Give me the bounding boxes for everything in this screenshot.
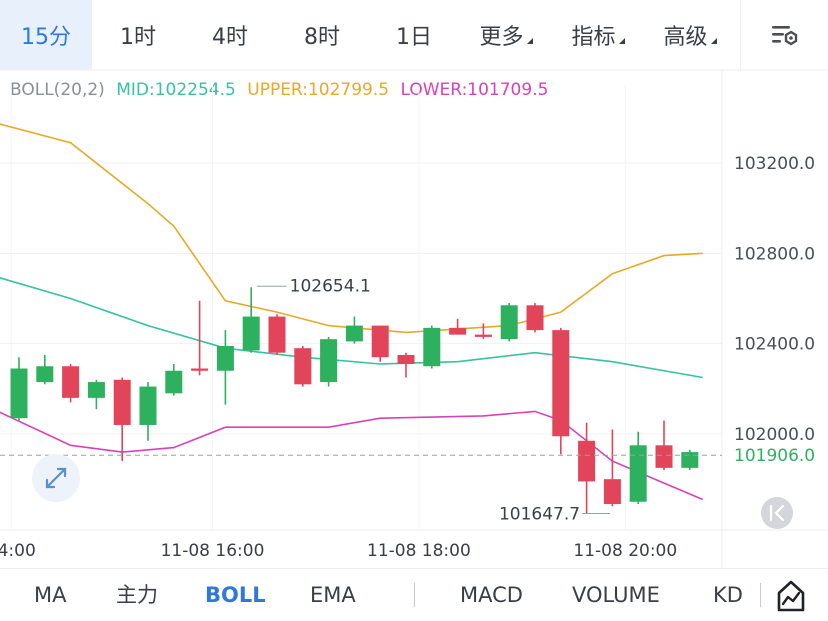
tab-divider: [414, 583, 415, 607]
tab-volume[interactable]: VOLUME: [572, 583, 660, 607]
current-price-tag-bg: [724, 442, 828, 469]
price-tick-label: 102400.0: [734, 335, 815, 355]
candle-body: [655, 445, 673, 468]
tab-kd[interactable]: KD: [713, 583, 743, 607]
candle-body: [113, 379, 131, 425]
candle-body: [216, 345, 234, 371]
legend-mid: MID:102254.5: [116, 80, 236, 100]
tab-ma[interactable]: MA: [34, 583, 67, 607]
tab-label: 15分: [21, 25, 71, 50]
interval-toolbar: 15分 1时 4时 8时 1日 更多 指标 高级: [0, 0, 828, 70]
candle-body: [345, 325, 363, 342]
tab-indicators[interactable]: 指标: [552, 0, 644, 70]
candle-body: [242, 316, 260, 351]
chevron-left-bar-icon: [769, 504, 785, 522]
candle-body: [474, 334, 492, 337]
tab-1h[interactable]: 1时: [92, 0, 184, 70]
dropdown-corner-icon: [710, 38, 717, 44]
candle-body: [320, 339, 338, 383]
price-chart[interactable]: 103200.0 102800.0 102400.0 102000.0 14:00 11…: [0, 0, 828, 568]
price-axis: 103200.0 102800.0 102400.0 102000.0: [734, 154, 815, 445]
boll-bands: [0, 123, 704, 501]
candle-body: [10, 368, 28, 419]
tab-4h[interactable]: 4时: [184, 0, 276, 70]
candle-body: [603, 479, 621, 505]
annotations: 101906.0 102654.1 101647.7: [0, 276, 828, 525]
candle-body: [87, 382, 105, 398]
tab-more[interactable]: 更多: [460, 0, 552, 70]
legend-lower: LOWER:101709.5: [400, 80, 549, 100]
scroll-to-latest-button[interactable]: [761, 497, 793, 529]
dropdown-corner-icon: [618, 38, 625, 44]
fullscreen-button[interactable]: [32, 454, 80, 502]
chart-settings-button[interactable]: [740, 0, 828, 70]
candle-body: [294, 348, 312, 385]
time-axis: 14:00 11-08 16:00 11-08 18:00 11-08 20:00: [0, 541, 677, 561]
indicator-legend: BOLL(20,2) MID:102254.5 UPPER:102799.5 L…: [10, 80, 554, 100]
candles: [10, 287, 699, 514]
tab-macd[interactable]: MACD: [460, 583, 523, 607]
candle-body: [500, 305, 518, 340]
tab-15m[interactable]: 15分: [0, 0, 92, 70]
candle-body: [165, 370, 183, 394]
candle-body: [629, 445, 647, 502]
tab-label: 高级: [663, 25, 708, 50]
candle-body: [681, 452, 699, 468]
max-price-label: 102654.1: [290, 276, 371, 296]
boll-lower-line: [0, 410, 704, 501]
candle-body: [139, 386, 157, 425]
candle-body: [191, 368, 209, 371]
time-tick-label: 11-08 16:00: [161, 541, 265, 561]
expand-icon: [45, 467, 67, 489]
chart-settings-icon: [772, 26, 798, 46]
tab-label: 8时: [304, 25, 340, 50]
candle-body: [423, 327, 441, 367]
current-price-label: 101906.0: [734, 446, 815, 466]
time-tick-label: 14:00: [0, 541, 36, 561]
tab-label: 1时: [120, 25, 156, 50]
candle-body: [268, 316, 286, 353]
drawing-tool-button[interactable]: [774, 579, 808, 613]
candle-body: [552, 330, 570, 437]
candle-body: [371, 325, 389, 358]
tab-divider: [760, 583, 761, 607]
price-tick-label: 103200.0: [734, 154, 815, 174]
tab-main-force[interactable]: 主力: [116, 583, 158, 607]
candle-body: [449, 327, 467, 335]
boll-upper-line: [0, 123, 703, 334]
tab-boll[interactable]: BOLL: [205, 583, 266, 607]
time-tick-label: 11-08 18:00: [367, 541, 471, 561]
boll-mid-line: [0, 277, 703, 379]
time-tick-label: 11-08 20:00: [573, 541, 677, 561]
tab-label: 更多: [479, 25, 524, 50]
drawing-tool-icon: [777, 580, 805, 612]
chart-grid: [0, 69, 828, 568]
tab-advanced[interactable]: 高级: [644, 0, 736, 70]
dropdown-corner-icon: [526, 38, 533, 44]
candle-body: [526, 305, 544, 331]
price-tick-label: 102000.0: [734, 425, 815, 445]
candle-body: [62, 366, 80, 398]
legend-name: BOLL(20,2): [10, 80, 105, 100]
legend-upper: UPPER:102799.5: [247, 80, 390, 100]
min-price-label: 101647.7: [499, 505, 580, 525]
indicator-tabs: MA 主力 BOLL EMA MACD VOLUME KD: [0, 568, 828, 621]
candle-body: [36, 366, 54, 383]
tab-label: 4时: [212, 25, 248, 50]
tab-1d[interactable]: 1日: [368, 0, 460, 70]
tab-label: 指标: [571, 25, 616, 50]
tab-8h[interactable]: 8时: [276, 0, 368, 70]
price-tick-label: 102800.0: [734, 244, 815, 264]
candle-body: [578, 440, 596, 482]
tab-ema[interactable]: EMA: [310, 583, 356, 607]
candle-body: [397, 354, 415, 364]
tab-label: 1日: [396, 25, 432, 50]
